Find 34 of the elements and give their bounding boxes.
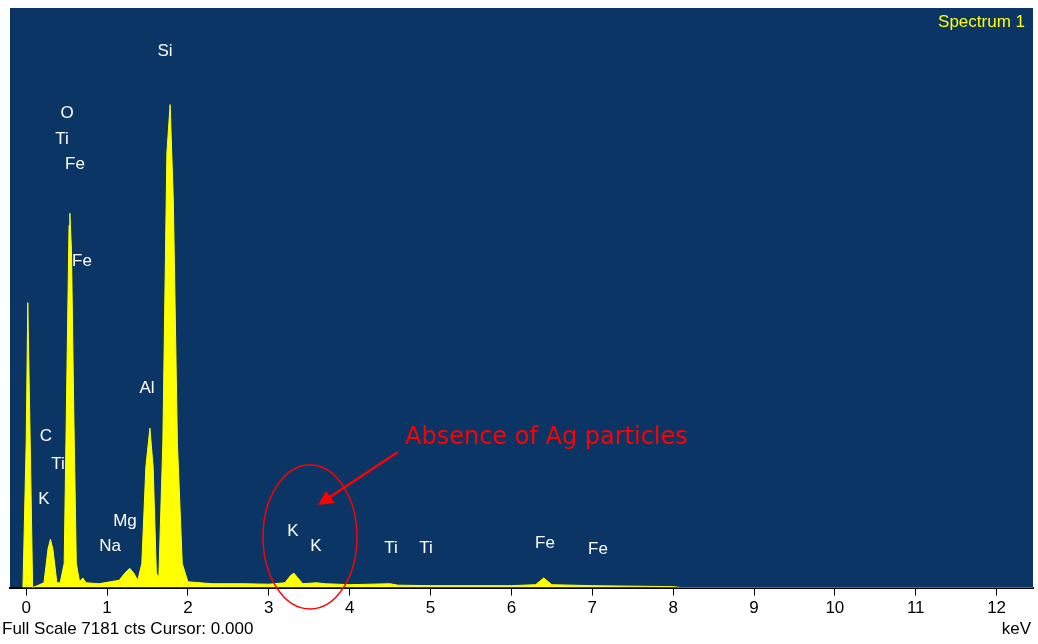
text: Si	[157, 41, 173, 61]
x-tick-label: 1	[102, 598, 112, 618]
annotation: Fe	[535, 533, 555, 553]
x-tick-label: 8	[668, 598, 678, 618]
x-tick-label: 2	[183, 598, 193, 618]
x-tick-label: 0	[21, 598, 31, 618]
x-tick-label: 5	[425, 598, 436, 618]
annotation: Fe	[72, 251, 92, 271]
x-tick-label: 4	[344, 598, 355, 618]
text: Spectrum 1	[938, 12, 1025, 32]
annotation: K	[38, 489, 51, 509]
annotation: Ti	[55, 129, 69, 149]
annotation: Mg	[113, 511, 137, 531]
annotation: Ti	[51, 454, 65, 474]
x-axis-title: keV	[1001, 619, 1032, 639]
x-tick-label: 11	[906, 598, 925, 618]
annotation: Na	[99, 536, 122, 556]
x-tick-label: 6	[506, 598, 517, 618]
annotation: Al	[139, 378, 155, 398]
annotation: Ti	[384, 538, 398, 558]
annotation: Ti	[419, 538, 433, 558]
annotation: K	[287, 521, 300, 541]
text: Full Scale 7181 cts Cursor: 0.000	[2, 619, 254, 639]
annotation: O	[60, 103, 74, 123]
x-tick-label: 12	[987, 598, 1007, 618]
x-tick-label: 10	[825, 598, 845, 618]
annotation: Fe	[588, 539, 608, 559]
annotation: C	[39, 426, 53, 446]
annotation: Fe	[65, 154, 85, 174]
annotation: K	[310, 536, 323, 556]
x-tick-label: 7	[587, 598, 597, 618]
annotation: Absence of Ag particles	[405, 422, 688, 450]
x-tick-label: 3	[264, 598, 274, 618]
x-tick-label: 9	[749, 598, 759, 618]
